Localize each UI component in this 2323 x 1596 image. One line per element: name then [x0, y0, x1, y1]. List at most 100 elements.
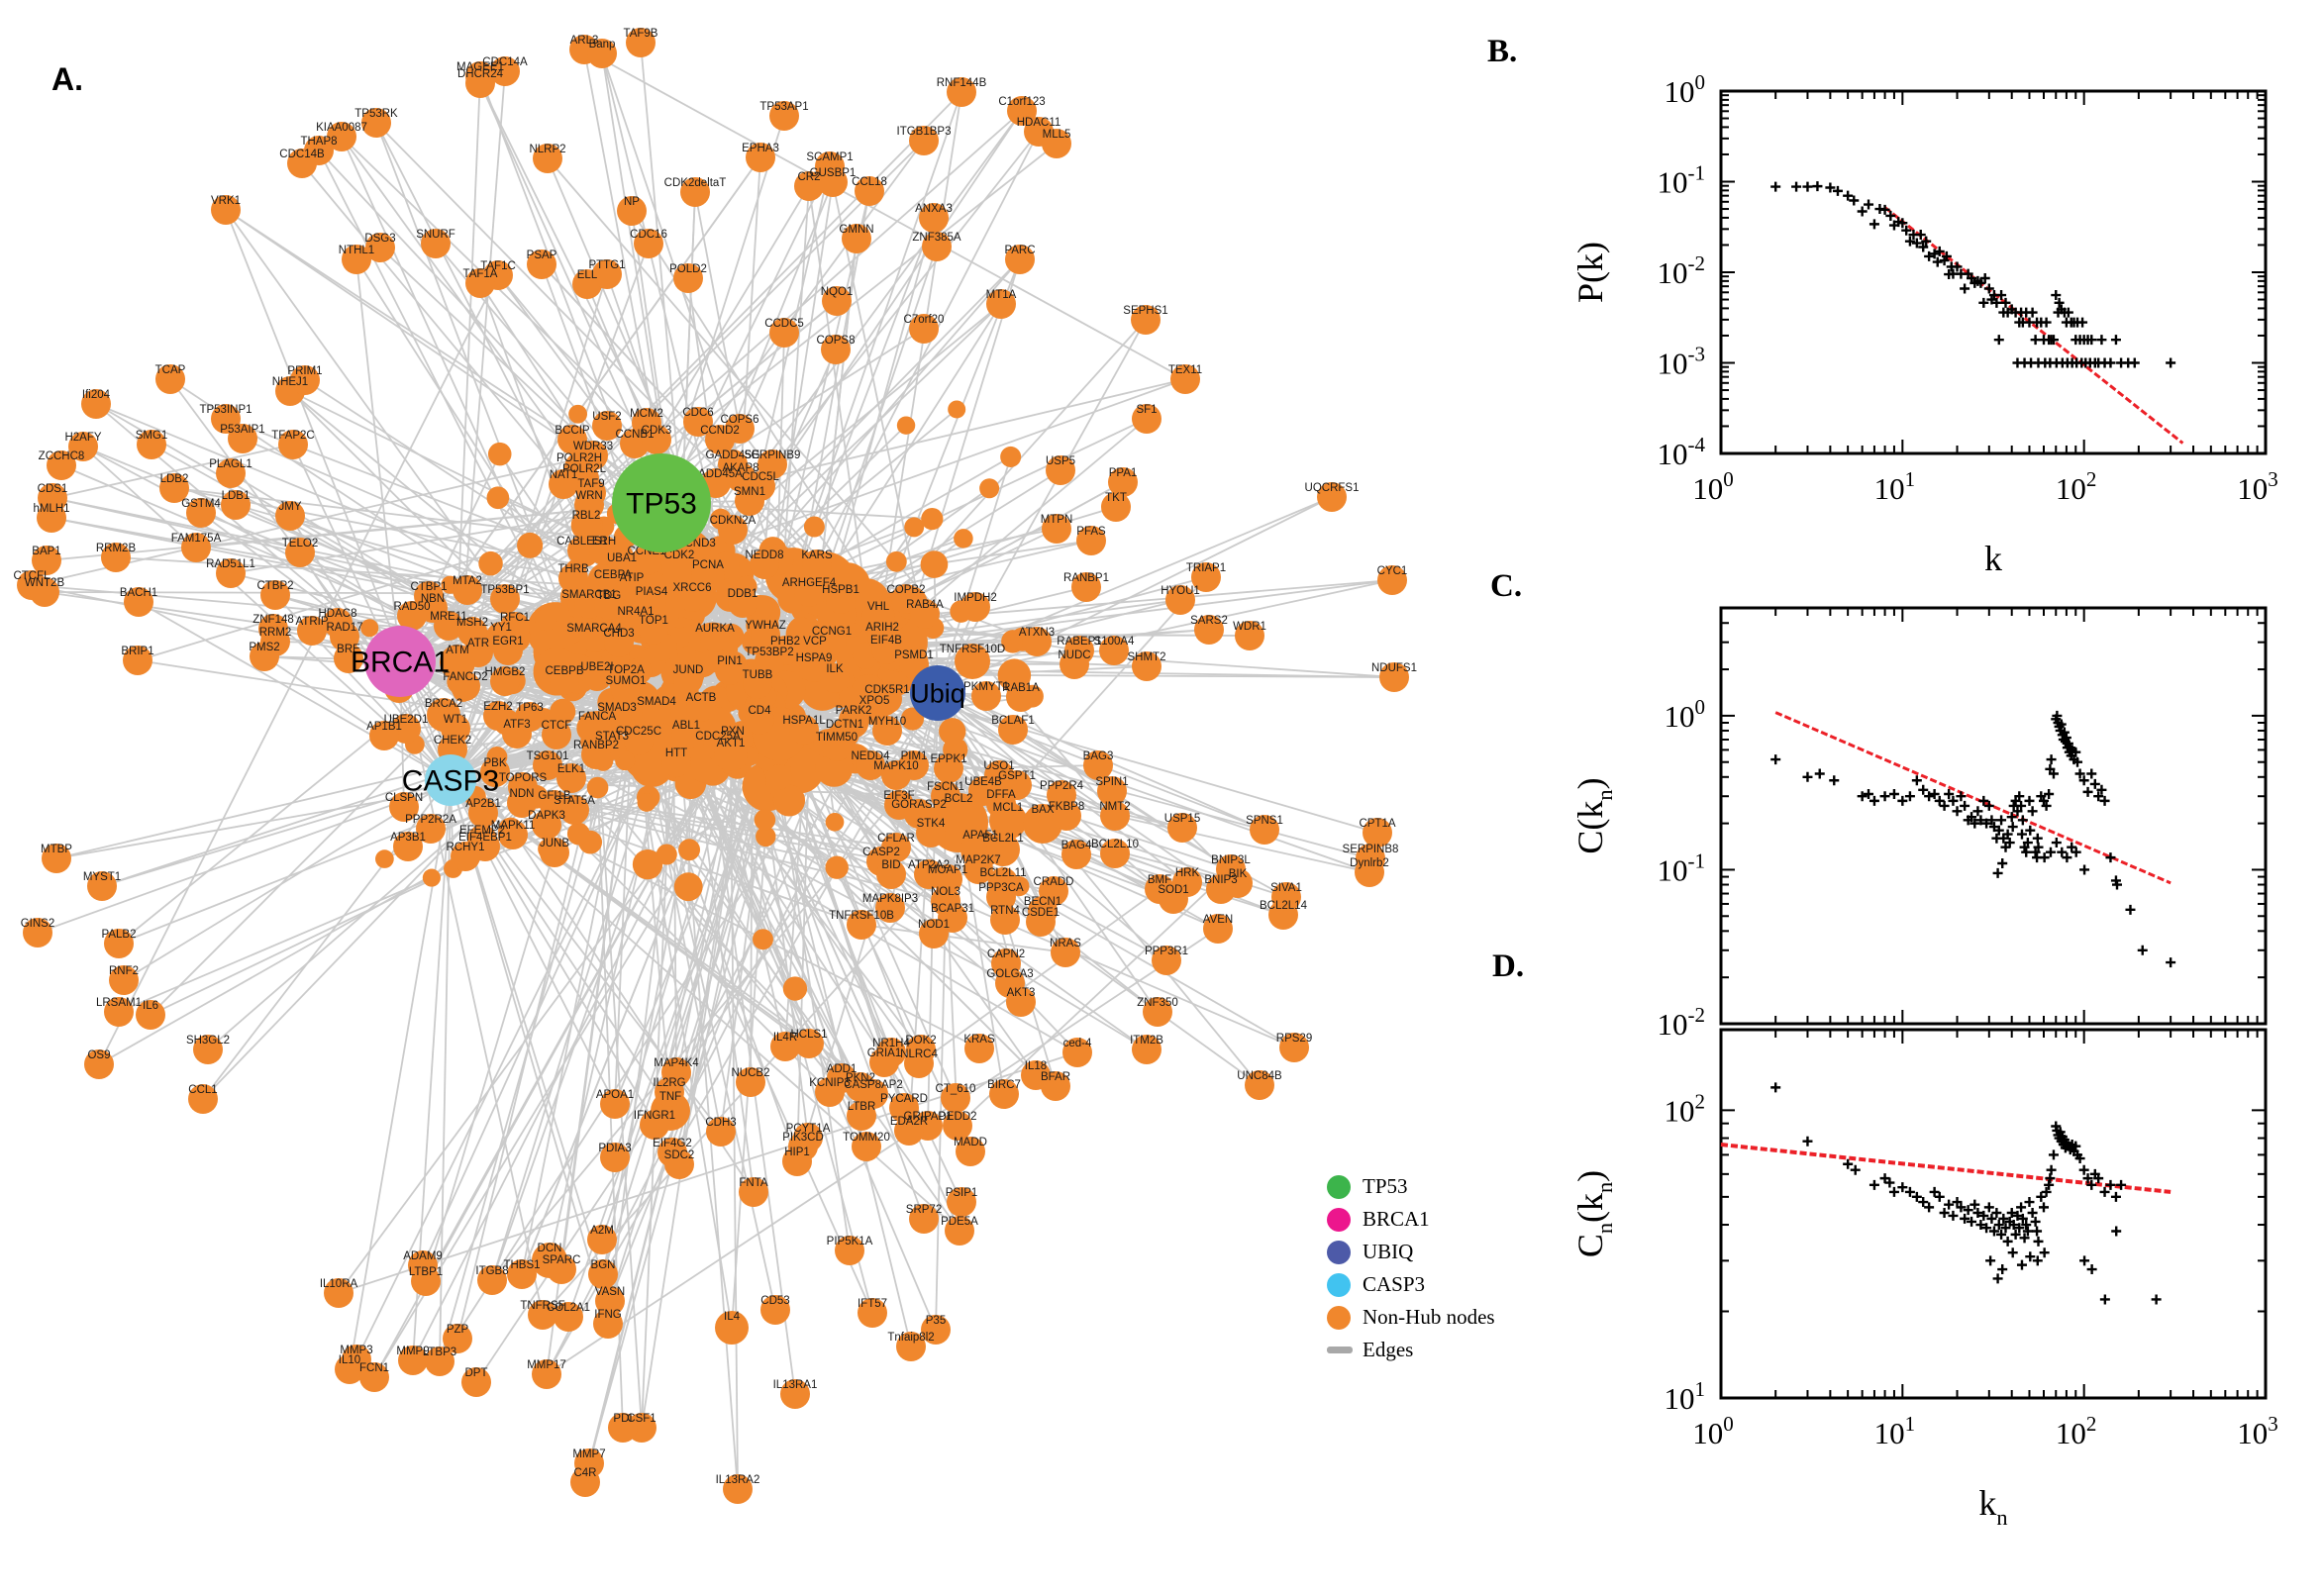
- network-node-label: CEBPA: [594, 569, 632, 581]
- network-node: [634, 229, 663, 258]
- network-node-label: PIP5K1A: [827, 1236, 873, 1247]
- network-node: [1379, 662, 1409, 692]
- legend-item-casp3: CASP3: [1327, 1268, 1495, 1301]
- network-node-label: TUBB: [743, 669, 773, 681]
- panel-a-label: A.: [51, 61, 83, 97]
- data-point: [2093, 791, 2104, 802]
- network-node-label: TEX11: [1168, 364, 1202, 376]
- network-node-label: RAD17: [326, 622, 362, 634]
- network-edge: [732, 165, 831, 595]
- network-node: [1006, 682, 1036, 712]
- network-node: [1165, 585, 1195, 615]
- network-node-label: NR4A1: [617, 606, 654, 618]
- data-point: [1825, 182, 1836, 193]
- hub-node-tp53: [612, 453, 711, 552]
- network-edge: [918, 888, 1161, 1064]
- network-node: [728, 588, 758, 618]
- node-swatch-icon: [1327, 1207, 1351, 1232]
- network-node-label: CFLAR: [877, 833, 915, 845]
- network-node-label: PPP3R1: [1145, 946, 1188, 957]
- network-node-label: TNFRSF: [520, 1300, 564, 1312]
- network-node: [558, 563, 588, 593]
- data-point: [2046, 1164, 2057, 1175]
- network-node: [361, 108, 391, 138]
- data-point: [2030, 335, 2041, 346]
- network-node-label: SDC2: [664, 1149, 695, 1161]
- network-edge: [412, 692, 754, 1361]
- network-node-label: FANCD2: [443, 671, 487, 683]
- network-node: [637, 586, 666, 616]
- network-node: [677, 646, 697, 665]
- network-node-label: EPPK1: [930, 753, 966, 765]
- network-node-label: TNFRSF10D: [940, 644, 1005, 655]
- network-node-label: RABEP1: [1057, 636, 1101, 648]
- tick-label: 103: [2237, 467, 2278, 506]
- data-point: [2045, 1173, 2056, 1184]
- network-node-label: POLR2L: [562, 463, 607, 475]
- network-node-label: FANCA: [578, 711, 617, 723]
- network-node-label: ATRIP: [295, 616, 328, 628]
- data-point: [2079, 1255, 2090, 1266]
- network-node-label: SCAMP1: [806, 151, 853, 163]
- network-node-label: BRE: [337, 644, 360, 655]
- network-node: [921, 1315, 951, 1345]
- network-node: [754, 809, 776, 831]
- network-node: [896, 416, 916, 435]
- network-node: [211, 195, 241, 225]
- network-node-label: ELK1: [557, 763, 585, 775]
- network-node-label: GADD45G: [706, 449, 760, 461]
- network-node-label: CTCF: [542, 720, 572, 732]
- network-node: [186, 498, 216, 528]
- data-point: [2032, 1255, 2043, 1266]
- plot-box-D: [1719, 1028, 2268, 1400]
- network-node: [1159, 884, 1188, 914]
- network-node: [211, 404, 241, 434]
- network-node-label: ATF3: [503, 719, 530, 731]
- network-node-label: CDC6: [682, 407, 713, 419]
- network-node-label: PCNA: [692, 559, 724, 571]
- data-point: [2112, 879, 2122, 890]
- network-node: [188, 1084, 218, 1114]
- network-node: [1170, 364, 1200, 394]
- data-point: [2067, 842, 2077, 852]
- data-point: [1978, 297, 1989, 308]
- network-node: [275, 501, 305, 531]
- network-node-label: KCNIP3: [809, 1077, 851, 1089]
- network-node-label: PMS2: [249, 642, 279, 653]
- data-point: [1992, 867, 2003, 878]
- network-node-label: TNFRSF10B: [829, 910, 894, 922]
- network-node: [1007, 96, 1037, 126]
- network-edge: [399, 378, 1186, 662]
- data-point: [2016, 829, 2027, 840]
- legend-item-label: TP53: [1363, 1174, 1408, 1198]
- network-node-label: STK4: [917, 818, 946, 830]
- network-node-label: FAM175A: [171, 533, 222, 545]
- network-node-label: COPS8: [817, 335, 856, 347]
- network-node: [815, 1077, 845, 1107]
- network-node: [416, 814, 446, 844]
- data-point: [1993, 825, 2004, 836]
- network-edge: [101, 712, 674, 887]
- network-node: [706, 1117, 736, 1147]
- network-node-label: CDKN2A: [710, 515, 757, 527]
- network-node: [750, 549, 779, 579]
- network-node: [285, 538, 315, 567]
- data-point: [1934, 246, 1945, 256]
- network-node: [1245, 1070, 1274, 1100]
- data-point: [1884, 1177, 1895, 1188]
- network-node-label: SOD1: [1158, 884, 1188, 896]
- network-node: [587, 39, 617, 68]
- network-node: [909, 1204, 939, 1234]
- network-node: [1132, 651, 1162, 681]
- network-node: [1097, 776, 1127, 806]
- network-node: [922, 232, 952, 261]
- network-node-label: CCND2: [700, 425, 740, 437]
- network-node: [155, 364, 185, 394]
- network-node-label: CABLES1: [556, 536, 608, 548]
- network-node-label: PXN: [721, 726, 745, 738]
- data-point: [2063, 307, 2073, 318]
- network-node-label: AKT3: [1007, 987, 1036, 999]
- network-node: [528, 1300, 557, 1330]
- data-point: [2044, 789, 2055, 800]
